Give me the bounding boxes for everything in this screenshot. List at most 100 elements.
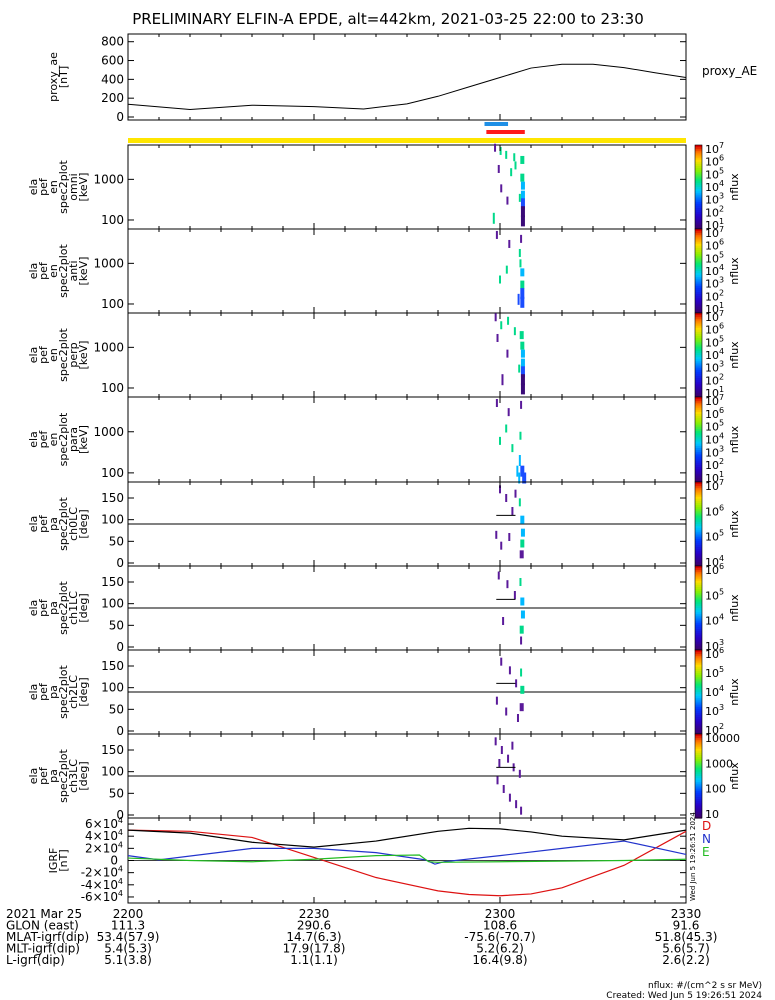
x-row-label: L-igrf(dip) bbox=[6, 953, 65, 967]
en_omni-colorbar-segment bbox=[695, 184, 702, 188]
pa_ch1LC-colorbar-segment bbox=[695, 618, 702, 622]
pa_ch0LC-colorbar-segment bbox=[695, 557, 702, 561]
chart-title: PRELIMINARY ELFIN-A EPDE, alt=442km, 202… bbox=[132, 10, 644, 28]
en_omni-flux-cell bbox=[520, 155, 525, 164]
pa_ch2LC-colorbar-segment bbox=[695, 656, 702, 659]
proxy_ae-ytick-label: 800 bbox=[101, 35, 124, 49]
en_para-cbar-tick: 10 bbox=[705, 459, 719, 472]
pa_ch0LC-colorbar-segment bbox=[695, 513, 702, 517]
pa_ch3LC-colorbar-segment bbox=[695, 750, 702, 754]
en_para-colorbar-segment bbox=[695, 424, 702, 428]
en_anti-colorbar-segment bbox=[695, 262, 702, 266]
en_omni-colorbar-segment bbox=[695, 218, 702, 222]
en_omni-colorbar-segment bbox=[695, 182, 702, 186]
pa_ch2LC-colorbar-segment bbox=[695, 658, 702, 662]
pa_ch1LC-ytick-label: 100 bbox=[101, 597, 124, 611]
pa_ch3LC-colorbar-segment bbox=[695, 805, 702, 809]
en_omni-cbar-tick: 10 bbox=[705, 156, 719, 169]
x-row-value: 111.3 bbox=[111, 919, 145, 933]
en_anti-colorbar-segment bbox=[695, 241, 702, 245]
pa_ch3LC-ylabel-line: [deg] bbox=[77, 761, 90, 790]
en_para-colorbar-segment bbox=[695, 469, 702, 472]
pa_ch2LC-colorbar-segment bbox=[695, 719, 702, 722]
en_perp-ylabel-line: en bbox=[47, 348, 60, 362]
en_perp-colorbar-segment bbox=[695, 313, 702, 316]
proxy_ae-frame bbox=[127, 33, 687, 121]
en_para-colorbar-segment bbox=[695, 414, 702, 417]
pa_ch0LC-colorbar-segment bbox=[695, 547, 702, 550]
en_omni-ylabel-line: ela bbox=[27, 179, 40, 196]
en_anti-cbar-exp: 1 bbox=[719, 301, 724, 310]
en_anti-cbar-exp: 6 bbox=[719, 238, 724, 247]
en_omni-colorbar-segment bbox=[695, 151, 702, 154]
pa_ch3LC-flux-cell bbox=[518, 769, 521, 778]
en_anti-cbar-exp: 5 bbox=[719, 250, 724, 259]
en_perp-flux-cell bbox=[520, 341, 525, 350]
pa_ch2LC-cbar-exp: 4 bbox=[719, 684, 724, 693]
pa_ch3LC-colorbar-segment bbox=[695, 740, 702, 743]
en_omni-colorbar-segment bbox=[695, 153, 702, 157]
en_anti-colorbar-segment bbox=[695, 231, 702, 234]
en_perp-colorbar-segment bbox=[695, 380, 702, 383]
en_para-cbar-tick: 10 bbox=[705, 395, 719, 408]
pa_ch2LC-colorbar-segment bbox=[695, 727, 702, 731]
en_omni-colorbar-segment bbox=[695, 195, 702, 199]
pa_ch2LC-colorbar-segment bbox=[695, 702, 702, 706]
en_anti-colorbar-segment bbox=[695, 266, 702, 270]
pa_ch0LC-colorbar-segment bbox=[695, 559, 702, 563]
pa_ch3LC-colorbar-segment bbox=[695, 794, 702, 798]
en_para-colorbar-segment bbox=[695, 443, 702, 447]
pa_ch2LC-cbar-tick: 10 bbox=[705, 705, 719, 718]
en_perp-cbar-tick: 10 bbox=[705, 362, 719, 375]
x-row-value: 14.7(6.3) bbox=[286, 930, 341, 944]
pa_ch1LC-flux-cell bbox=[520, 610, 525, 619]
pa_ch2LC-ytick-label: 150 bbox=[101, 659, 124, 673]
en_para-colorbar-segment bbox=[695, 458, 702, 462]
en_perp-colorbar-segment bbox=[695, 373, 702, 377]
pa_ch1LC-cbar-exp: 4 bbox=[719, 613, 724, 622]
pa_ch3LC-colorbar-segment bbox=[695, 813, 702, 817]
en_perp-flux-cell bbox=[520, 374, 525, 386]
en_omni-colorbar-segment bbox=[695, 163, 702, 167]
en_anti-colorbar-segment bbox=[695, 243, 702, 247]
pa_ch3LC-colorbar-segment bbox=[695, 763, 702, 767]
pa_ch2LC-flux-cell bbox=[515, 679, 518, 688]
en_anti-colorbar-segment bbox=[695, 281, 702, 285]
en_para-ytick-label: 1000 bbox=[93, 425, 124, 439]
pa_ch0LC-colorbar-segment bbox=[695, 540, 702, 544]
pa_ch0LC-colorbar-segment bbox=[695, 555, 702, 559]
pa_ch0LC-colorbar-segment bbox=[695, 530, 702, 533]
pa_ch3LC-cbar-tick: 100 bbox=[705, 783, 726, 796]
pa_ch2LC-ylabel-line: [deg] bbox=[77, 677, 90, 706]
pa_ch1LC-colorbar-segment bbox=[695, 574, 702, 578]
en_perp-ytick-label: 100 bbox=[101, 381, 124, 395]
en_perp-colorbar-segment bbox=[695, 319, 702, 322]
en_omni-colorbar-segment bbox=[695, 224, 702, 228]
pa_ch1LC-colorbar-segment bbox=[695, 643, 702, 647]
en_anti-flux-cell bbox=[519, 259, 522, 268]
pa_ch3LC-flux-cell bbox=[500, 746, 503, 754]
pa_ch0LC-flux-cell bbox=[511, 507, 514, 515]
pa_ch3LC-colorbar-segment bbox=[695, 755, 702, 758]
pa_ch1LC-flux-cell bbox=[506, 580, 509, 589]
pa_ch0LC-colorbar-segment bbox=[695, 545, 702, 548]
en_anti-cbar-exp: 2 bbox=[719, 288, 724, 297]
en_perp-colorbar-segment bbox=[695, 367, 702, 371]
en_para-ytick-label: 100 bbox=[101, 466, 124, 480]
pa_ch2LC-cbar-exp: 2 bbox=[719, 722, 724, 731]
footer-created: Created: Wed Jun 5 19:26:51 2024 bbox=[606, 991, 762, 1000]
pa_ch0LC-flux-cell bbox=[520, 528, 525, 537]
en_omni-colorbar-segment bbox=[695, 220, 702, 224]
pa_ch0LC-colorbar-segment bbox=[695, 492, 702, 496]
pa_ch3LC-flux-cell bbox=[515, 800, 518, 809]
pa_ch0LC-colorbar-segment bbox=[695, 503, 702, 506]
pa_ch2LC-colorbar-segment bbox=[695, 723, 702, 727]
pa_ch0LC-ylabel-line: pa bbox=[47, 517, 60, 531]
pa_ch1LC-colorbar-segment bbox=[695, 597, 702, 601]
en_perp-colorbar-segment bbox=[695, 323, 702, 327]
pa_ch2LC-colorbar-segment bbox=[695, 683, 702, 687]
pa_ch0LC-cbar-tick: 10 bbox=[705, 556, 719, 569]
pa_ch2LC-colorbar-segment bbox=[695, 677, 702, 680]
